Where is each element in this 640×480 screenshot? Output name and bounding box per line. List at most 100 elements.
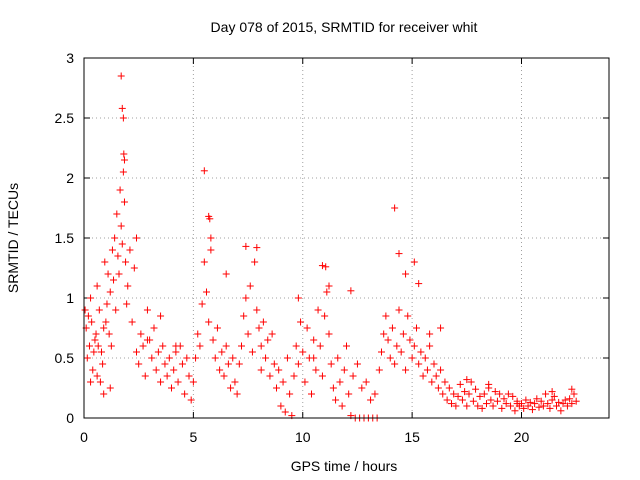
data-point [242, 294, 250, 302]
data-point [528, 406, 536, 414]
data-point [196, 342, 204, 350]
data-point [178, 360, 186, 368]
data-points [81, 72, 580, 422]
data-point [137, 330, 145, 338]
data-point [498, 404, 506, 412]
data-point [334, 354, 342, 362]
data-point [437, 324, 445, 332]
data-point [493, 397, 501, 405]
data-point [266, 372, 274, 380]
data-point [544, 400, 552, 408]
y-tick-label: 1.5 [55, 230, 75, 246]
data-point [561, 396, 569, 404]
data-point [205, 318, 213, 326]
data-point [170, 366, 178, 374]
data-point [216, 366, 224, 374]
data-point [96, 378, 104, 386]
data-point [209, 336, 217, 344]
data-point [244, 330, 252, 338]
data-point [489, 402, 497, 410]
data-point [211, 354, 219, 362]
data-point [297, 318, 305, 326]
data-point [410, 258, 418, 266]
data-point [87, 378, 95, 386]
data-point [227, 384, 235, 392]
data-point [472, 385, 480, 393]
data-point [461, 388, 469, 396]
data-point [114, 252, 122, 260]
data-point [388, 324, 396, 332]
data-point [322, 263, 330, 271]
data-point [386, 354, 394, 362]
data-point [402, 366, 410, 374]
data-point [308, 390, 315, 398]
data-point [347, 287, 355, 295]
data-point [118, 240, 126, 248]
data-point [94, 342, 102, 350]
y-tick-label: 0.5 [55, 350, 75, 366]
data-point [143, 336, 151, 344]
data-point [329, 384, 337, 392]
data-point [504, 390, 512, 398]
data-point [321, 312, 329, 320]
y-axis-label: SRMTID / TECUs [5, 183, 21, 293]
data-point [222, 342, 230, 350]
data-point [113, 210, 121, 218]
x-axis-label: GPS time / hours [291, 458, 398, 474]
data-point [327, 360, 335, 368]
y-tick-label: 2 [66, 170, 74, 186]
data-point [572, 397, 580, 405]
data-point [152, 366, 160, 374]
data-point [118, 104, 126, 112]
data-point [273, 384, 280, 392]
data-point [101, 258, 109, 266]
data-point [207, 246, 215, 254]
data-point [83, 354, 91, 362]
data-point [229, 354, 237, 362]
data-point [224, 360, 232, 368]
data-point [500, 395, 508, 403]
data-point [463, 376, 471, 384]
data-point [325, 330, 333, 338]
data-point [200, 167, 208, 175]
data-point [277, 402, 285, 410]
data-point [172, 342, 180, 350]
data-point [537, 397, 545, 405]
data-point [117, 222, 125, 230]
data-point [563, 402, 571, 410]
axis-ticks: 0 0.5 1 1.5 2 2.5 3 0 5 10 15 20 [55, 50, 609, 445]
data-point [264, 336, 272, 344]
data-point [568, 385, 576, 393]
data-point [110, 276, 118, 284]
data-point [233, 390, 241, 398]
data-point [120, 156, 128, 164]
data-point [163, 372, 171, 380]
data-point [338, 402, 346, 410]
data-point [253, 244, 261, 252]
data-point [294, 294, 302, 302]
data-point [509, 392, 517, 400]
data-point [93, 372, 101, 380]
data-point [402, 270, 410, 278]
data-point [426, 342, 434, 350]
x-tick-label: 5 [189, 429, 197, 445]
data-point [103, 300, 111, 308]
data-point [408, 354, 416, 362]
data-point [417, 348, 425, 356]
data-point [568, 400, 576, 408]
data-point [203, 288, 210, 296]
data-point [474, 402, 482, 410]
data-point [397, 348, 405, 356]
data-point [87, 294, 95, 302]
data-point [150, 324, 158, 332]
data-point [445, 384, 453, 392]
data-point [391, 360, 399, 368]
data-point [116, 186, 124, 194]
data-point [251, 258, 259, 266]
y-tick-label: 2.5 [55, 110, 75, 126]
x-tick-label: 15 [404, 429, 420, 445]
data-point [570, 390, 578, 398]
data-point [299, 348, 307, 356]
data-point [393, 342, 401, 350]
data-point [502, 400, 510, 408]
